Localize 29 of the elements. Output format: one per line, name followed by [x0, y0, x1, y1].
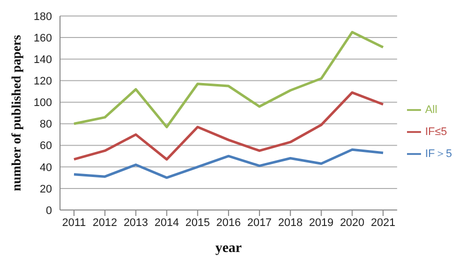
y-tick-label: 60: [40, 140, 52, 152]
x-tick-label: 2017: [247, 216, 272, 229]
y-tick-label: 160: [34, 32, 52, 44]
y-tick-label: 80: [40, 118, 52, 131]
x-tick-label: 2011: [62, 216, 86, 229]
x-tick-label: 2018: [278, 216, 303, 229]
legend-label: IF＞5: [425, 148, 452, 160]
line-series: [72, 30, 384, 128]
x-tick-label: 2013: [124, 216, 148, 229]
y-tick-label: 100: [34, 97, 52, 110]
x-tick-label: 2019: [309, 216, 334, 229]
y-tick-label: 180: [34, 10, 52, 23]
line-series: [72, 148, 384, 179]
x-axis-title: year: [215, 241, 242, 256]
y-axis-title: number of published papers: [8, 34, 24, 192]
y-tick-label: 0: [46, 204, 52, 217]
legend-label: IF≤5: [425, 126, 448, 138]
y-tick-label: 140: [34, 54, 52, 66]
x-tick-label: 2016: [216, 216, 241, 229]
x-tick-label: 2012: [92, 216, 118, 229]
line-series: [72, 91, 384, 161]
x-tick-label: 2014: [154, 216, 179, 229]
legend-label: All: [425, 104, 438, 116]
x-tick-label: 2015: [185, 216, 210, 229]
y-tick-label: 40: [40, 162, 52, 174]
y-tick-label: 120: [34, 76, 52, 88]
y-tick-label: 20: [40, 183, 52, 196]
x-tick-label: 2021: [370, 216, 396, 229]
x-tick-label: 2020: [340, 216, 364, 229]
